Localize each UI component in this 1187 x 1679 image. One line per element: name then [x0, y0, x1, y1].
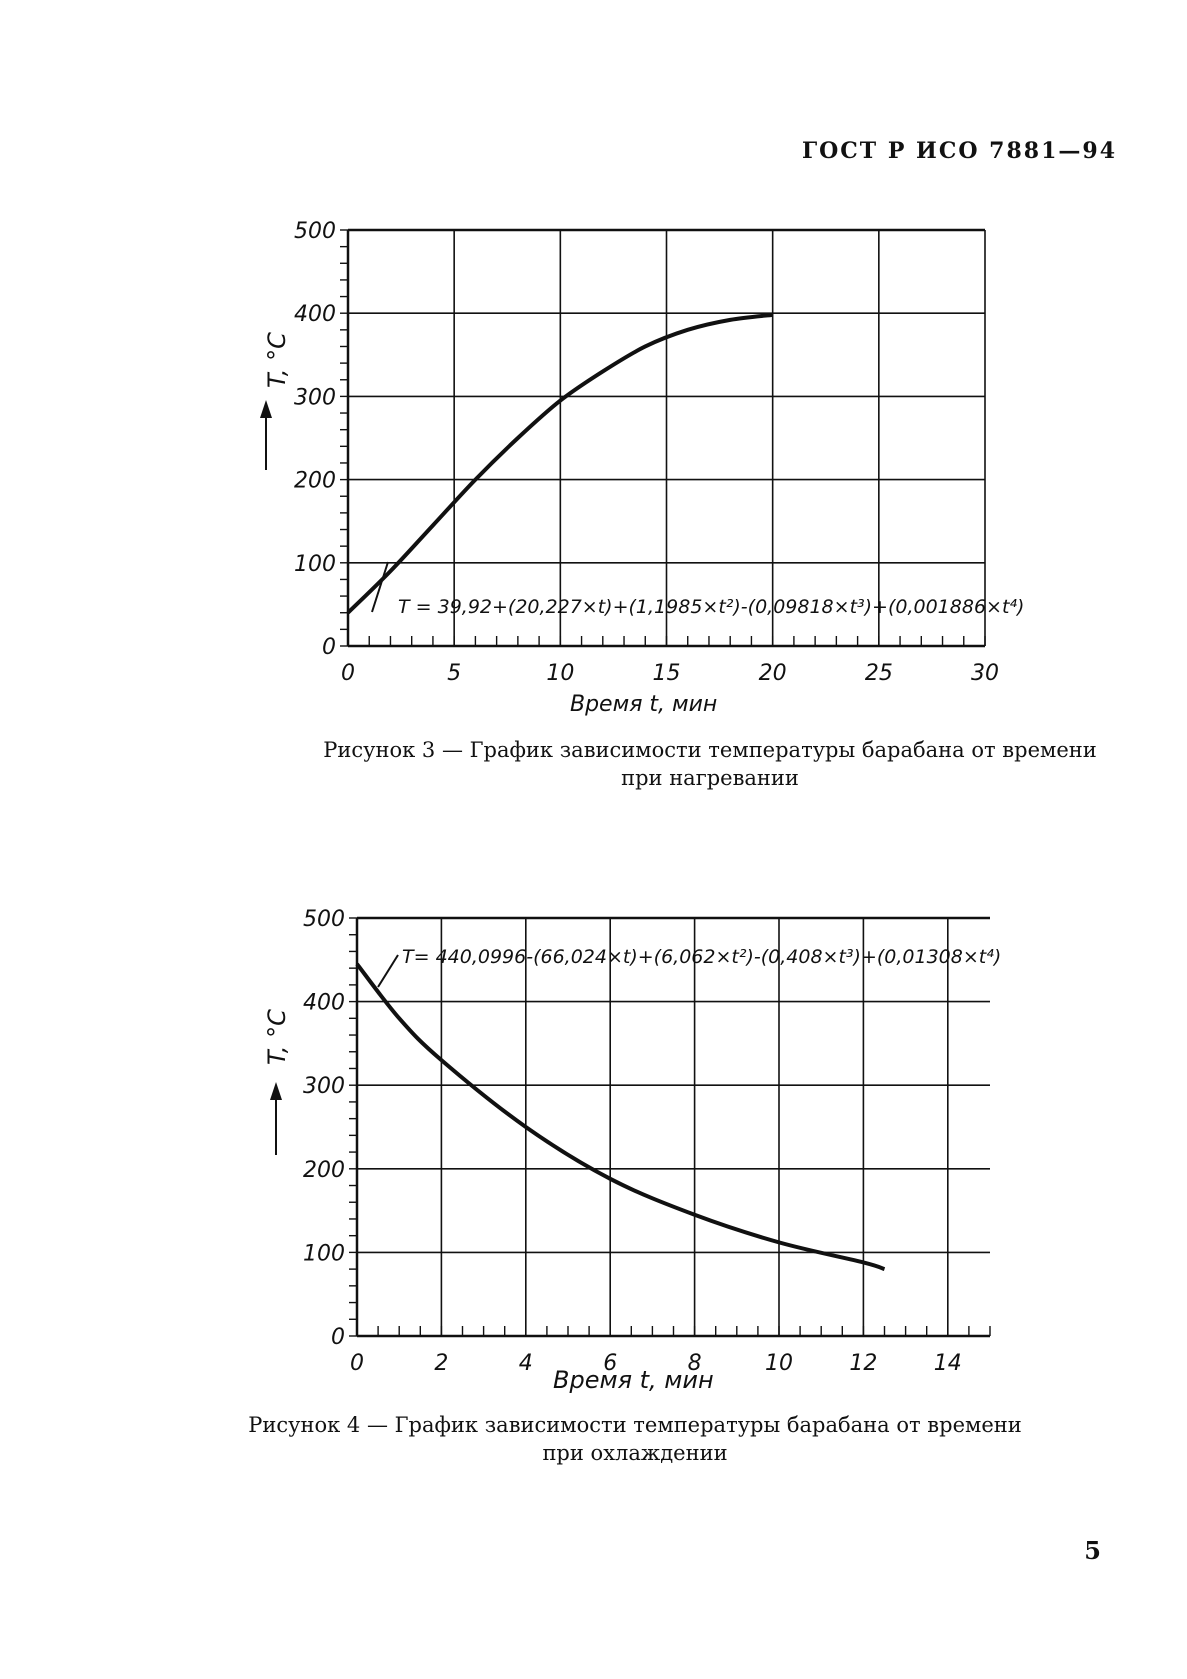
document-header: ГОСТ Р ИСО 7881—94: [801, 138, 1117, 164]
figure-4-x-tick-labels: 0 2 4 6 8 10 12 14: [350, 1351, 962, 1376]
figure-4-ylabel: T, °C: [263, 1009, 291, 1065]
x-tick-label: 14: [934, 1351, 962, 1376]
y-tick-label: 500: [294, 219, 336, 244]
x-tick-label: 6: [603, 1351, 617, 1376]
figure-3-equation-leader: [371, 561, 389, 613]
x-tick-label: 30: [971, 661, 999, 686]
figure-3-caption: Рисунок 3 — График зависимости температу…: [300, 736, 1120, 792]
figure-3-grid: [340, 228, 986, 648]
figure-3-y-tick-labels: 0 100 200 300 400 500: [294, 219, 336, 660]
figure-4-xlabel: Время t, мин: [553, 1366, 714, 1394]
figure-4-caption-line1: Рисунок 4 — График зависимости температу…: [248, 1413, 1022, 1437]
page-number: 5: [1084, 1536, 1101, 1565]
y-tick-label: 200: [294, 469, 336, 494]
y-tick-label: 300: [294, 385, 336, 410]
figure-4-caption-line2: при охлаждении: [542, 1441, 728, 1465]
x-tick-label: 20: [759, 661, 787, 686]
x-tick-label: 0: [350, 1351, 364, 1376]
y-tick-label: 400: [294, 302, 336, 327]
x-tick-label: 5: [447, 661, 461, 686]
figure-3-x-tick-labels: 0 5 10 15 20 25 30: [341, 661, 999, 686]
figure-3-ylabel: T, °C: [263, 332, 291, 388]
x-tick-label: 0: [341, 661, 355, 686]
figure-4-equation-leader: [377, 954, 399, 988]
y-tick-label: 200: [303, 1158, 345, 1183]
y-tick-label: 500: [303, 907, 345, 932]
x-tick-label: 25: [865, 661, 893, 686]
figure-4-equation: T= 440,0996-(66,024×t)+(6,062×t²)-(0,408…: [402, 946, 1001, 968]
x-tick-label: 12: [849, 1351, 877, 1376]
y-tick-label: 100: [303, 1241, 345, 1266]
y-tick-label: 0: [322, 635, 336, 660]
x-tick-label: 2: [434, 1351, 448, 1376]
x-tick-label: 10: [765, 1351, 793, 1376]
figure-3-chart: 0 5 10 15 20 25 30 0 100 200 300 400 500 T = 39,92+…: [260, 219, 1024, 717]
figure-4-chart: 0 2 4 6 8 10 12 14 0 100 200 300 400 500 T= 440,0996…: [263, 907, 1001, 1394]
figure-4-y-tick-labels: 0 100 200 300 400 500: [303, 907, 345, 1350]
x-tick-label: 10: [546, 661, 574, 686]
x-tick-label: 8: [688, 1351, 702, 1376]
x-tick-label: 4: [519, 1351, 533, 1376]
figure-4-grid: [349, 916, 991, 1338]
y-tick-label: 300: [303, 1074, 345, 1099]
figure-3-xlabel: Время t, мин: [570, 692, 717, 717]
y-tick-label: 0: [331, 1325, 345, 1350]
figure-4-series-line: [355, 962, 886, 1272]
figure-3-series-line: [346, 312, 773, 615]
figure-4-caption: Рисунок 4 — График зависимости температу…: [210, 1411, 1060, 1467]
x-tick-label: 15: [653, 661, 681, 686]
y-tick-label: 100: [294, 552, 336, 577]
figure-3-caption-line1: Рисунок 3 — График зависимости температу…: [323, 738, 1097, 762]
figure-3-caption-line2: при нагревании: [621, 766, 799, 790]
figure-3-equation: T = 39,92+(20,227×t)+(1,1985×t²)-(0,0981…: [398, 596, 1024, 618]
y-tick-label: 400: [303, 991, 345, 1016]
